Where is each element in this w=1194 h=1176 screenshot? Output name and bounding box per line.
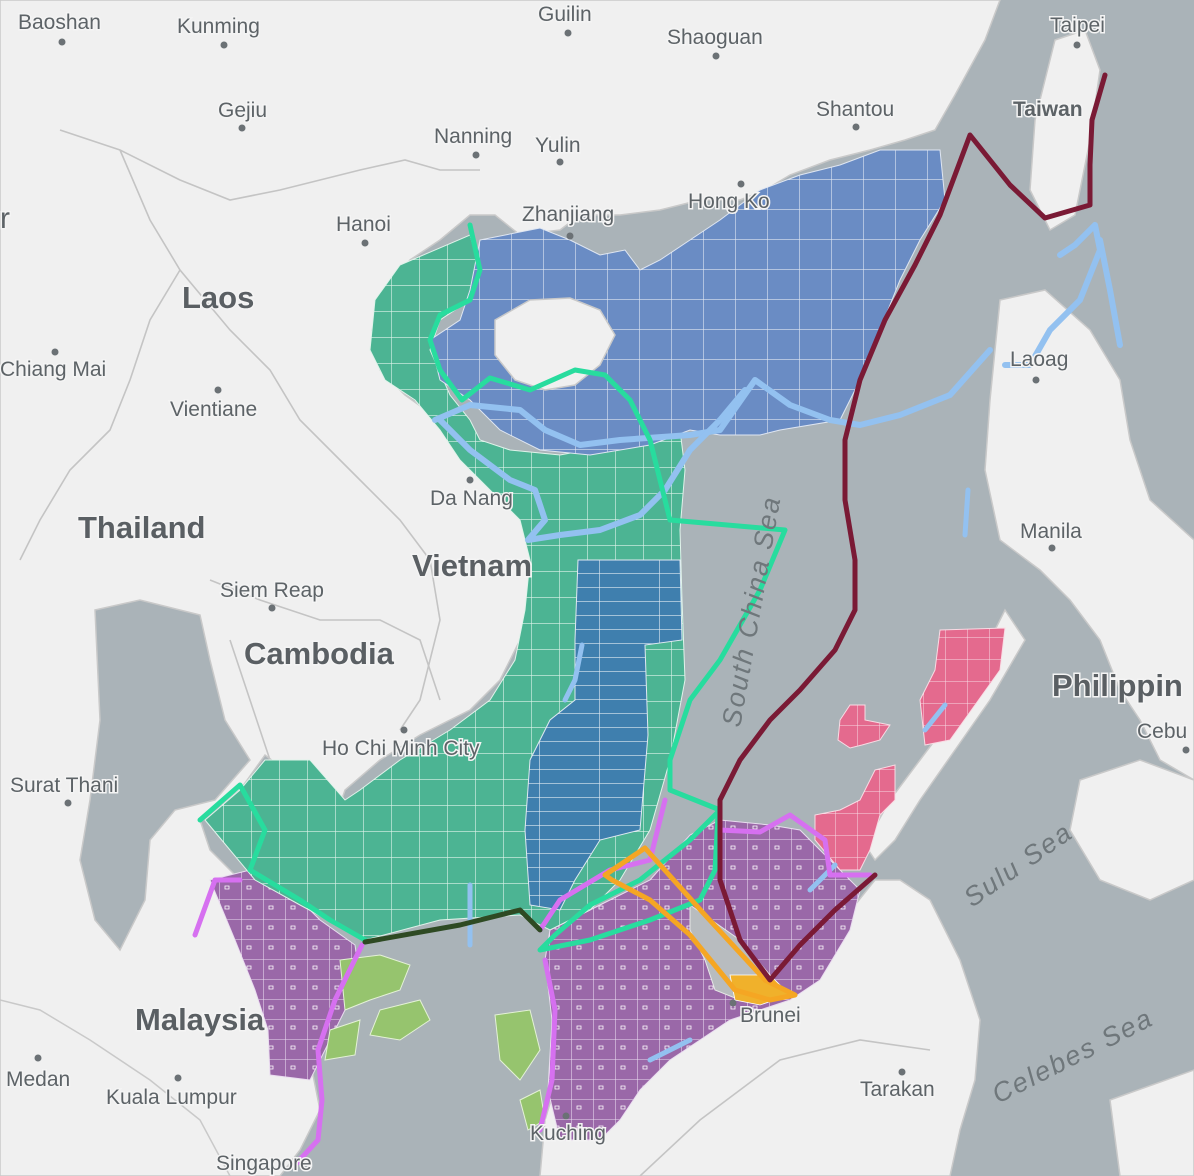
city-label-laoag: Laoag [1010, 348, 1068, 371]
city-label-baoshan: Baoshan [18, 11, 101, 34]
city-label-kuala-lumpur: Kuala Lumpur [106, 1086, 237, 1109]
city-dots [34, 29, 1190, 1120]
city-label-manila: Manila [1020, 520, 1082, 543]
brunei-claim-line [602, 845, 798, 1003]
land-sulawesi [1109, 1069, 1194, 1176]
city-label-shantou: Shantou [816, 98, 894, 121]
gulf-of-thailand [79, 599, 251, 952]
country-label-vietnam: Vietnam [412, 548, 532, 583]
city-label-hanoi: Hanoi [336, 213, 391, 236]
country-label-malaysia: Malaysia [135, 1002, 265, 1037]
city-label-ho-chi-minh-city: Ho Chi Minh City [322, 737, 480, 760]
city-label-brunei: Brunei [740, 1004, 801, 1027]
city-label-hong-kong: Hong Ko [688, 190, 770, 213]
city-label-zhanjiang: Zhanjiang [522, 203, 614, 226]
city-label-chiang-mai: Chiang Mai [0, 358, 106, 381]
city-label-taiwan: Taiwan [1013, 98, 1083, 121]
city-label-kunming: Kunming [177, 15, 260, 38]
city-label-tarakan: Tarakan [860, 1078, 935, 1101]
city-label-vientiane: Vientiane [170, 398, 257, 421]
city-label-surat-thani: Surat Thani [10, 774, 118, 797]
city-label-yulin: Yulin [535, 134, 581, 157]
city-label-kuching: Kuching [530, 1122, 606, 1145]
city-label-cebu: Cebu [1137, 720, 1187, 743]
blocks-philippines [814, 627, 1006, 871]
land-mindanao [1069, 759, 1194, 901]
city-label-siem-reap: Siem Reap [220, 579, 324, 602]
claim-lines [192, 72, 1123, 1168]
city-label-guilin: Guilin [538, 3, 592, 26]
country-label-philippines: Philippin [1052, 668, 1183, 703]
country-label-laos: Laos [182, 280, 254, 315]
city-label-edge-r: r [0, 202, 10, 235]
land-philippines [984, 289, 1194, 781]
country-label-cambodia: Cambodia [244, 636, 395, 671]
city-label-medan: Medan [6, 1068, 70, 1091]
land-hainan-overlay [494, 297, 616, 391]
city-label-taipei: Taipei [1050, 14, 1105, 37]
malaysia-claim-line [192, 877, 243, 938]
philippines-claim-line [432, 347, 993, 448]
joint-boundary-line [362, 907, 543, 945]
blocks-indonesia [324, 954, 546, 1131]
land-sumatra [0, 999, 231, 1176]
land-taiwan [1029, 29, 1101, 232]
vietnam-claim-line [427, 222, 788, 953]
city-label-singapore: Singapore [216, 1152, 312, 1175]
city-label-da-nang: Da Nang [430, 487, 513, 510]
country-label-thailand: Thailand [78, 510, 205, 545]
city-label-nanning: Nanning [434, 125, 512, 148]
country-labels: Laos Thailand Vietnam Cambodia Malaysia … [77, 279, 1185, 1039]
nine-dash-line [717, 72, 1108, 983]
city-label-gejiu: Gejiu [218, 99, 267, 122]
city-label-shaoguan: Shaoguan [667, 26, 763, 49]
blocks-malaysia-borneo [544, 819, 861, 1141]
